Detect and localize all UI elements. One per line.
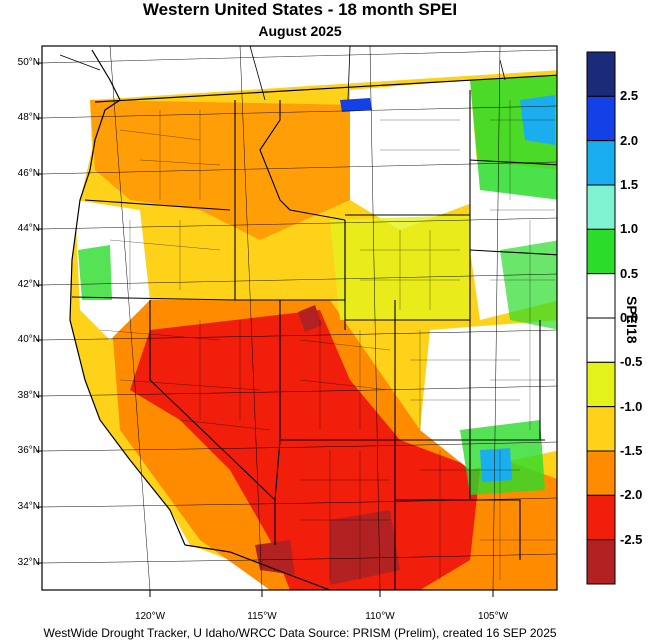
- lon-label-115: 115°W: [247, 611, 277, 622]
- lat-label-44: 44°N: [17, 223, 40, 234]
- colorbar-swatch: [586, 406, 616, 452]
- colorbar-swatch: [586, 317, 616, 363]
- zone-verywet-nm: [480, 448, 512, 482]
- lat-label-32: 32°N: [17, 557, 40, 568]
- colorbar-label: 0.5: [620, 265, 639, 281]
- lat-label-36: 36°N: [17, 445, 40, 456]
- lon-ticks: [149, 590, 494, 597]
- coastline: [69, 49, 186, 546]
- colorbar-swatch: [586, 494, 616, 541]
- zone-moderate-nw: [90, 100, 360, 240]
- graticule: [42, 46, 557, 590]
- footer-credit: WestWide Drought Tracker, U Idaho/WRCC D…: [43, 626, 557, 640]
- lon-label-110: 110°W: [365, 611, 395, 622]
- colorbar-swatch: [586, 450, 616, 496]
- colorbar-title: SPEI18: [624, 296, 640, 344]
- mexico-border: [184, 544, 331, 590]
- lat-label-42: 42°N: [17, 279, 40, 290]
- colorbar-swatch: [586, 140, 616, 186]
- zone-extreme-ut: [298, 305, 322, 332]
- map-area: [42, 46, 557, 590]
- colorbar: [586, 51, 616, 585]
- colorbar-label: 0.0: [620, 310, 639, 325]
- colorbar-label: -1.0: [620, 398, 643, 414]
- lat-label-40: 40°N: [17, 334, 40, 345]
- zone-wet-coast: [78, 245, 112, 300]
- zone-wet-ne: [500, 240, 557, 330]
- colorbar-label: 1.5: [620, 177, 639, 192]
- colorbar-label: -2.5: [620, 531, 643, 547]
- colorbar-swatch: [586, 51, 616, 97]
- lat-label-38: 38°N: [17, 390, 40, 401]
- lon-label-105: 105°W: [477, 611, 509, 622]
- colorbar-label: -2.0: [620, 487, 643, 503]
- colorbar-swatch: [586, 95, 616, 142]
- colorbar-swatch: [586, 184, 616, 230]
- canada-lines: [59, 46, 506, 101]
- colorbar-swatch: [586, 228, 616, 275]
- zone-extreme-sw: [255, 540, 295, 575]
- colorbar-label: -1.5: [620, 443, 643, 458]
- zone-normal-mt: [350, 80, 480, 230]
- colorbar-label: 2.5: [620, 88, 639, 104]
- colorbar-label: 2.0: [620, 132, 639, 148]
- county-lines: [99, 100, 555, 580]
- map-frame: [41, 45, 558, 591]
- lat-label-46: 46°N: [17, 168, 40, 179]
- zone-extreme-az: [330, 510, 400, 585]
- lat-ticks: [36, 62, 42, 564]
- lat-label-50: 50°N: [17, 57, 40, 68]
- zone-verywet-mt: [340, 98, 372, 112]
- colorbar-label: -0.5: [620, 354, 643, 370]
- zone-severe: [130, 310, 480, 590]
- colorbar-label: 1.0: [620, 221, 639, 237]
- map-title: Western United States - 18 month SPEI: [142, 0, 458, 19]
- state-borders: [71, 90, 557, 590]
- lat-label-48: 48°N: [17, 112, 40, 123]
- zone-normal-coast: [75, 200, 150, 340]
- canada-border: [94, 74, 557, 103]
- lon-label-120: 120°W: [134, 611, 166, 622]
- map-subtitle: August 2025: [258, 23, 342, 39]
- colorbar-swatch: [586, 361, 616, 408]
- colorbar-swatch: [586, 539, 616, 585]
- colorbar-swatch: [586, 273, 616, 319]
- lat-label-34: 34°N: [17, 501, 40, 512]
